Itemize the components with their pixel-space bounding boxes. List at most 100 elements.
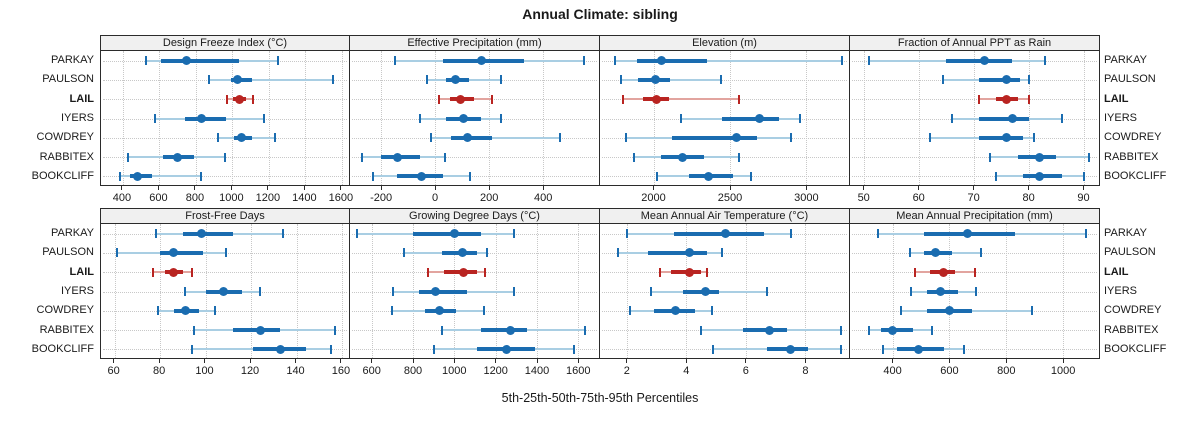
axis-tick <box>380 186 382 190</box>
median-dot <box>944 306 954 316</box>
cap-95th <box>962 344 965 354</box>
gridline-horizontal <box>852 176 1097 178</box>
cap-95th <box>1088 152 1090 162</box>
axis-tick <box>1028 186 1030 190</box>
panel-design-freeze-index-c <box>100 51 350 186</box>
axis-tick <box>453 359 455 363</box>
median-dot <box>980 56 990 66</box>
cap-95th <box>1084 229 1087 239</box>
axis-tick <box>948 359 950 363</box>
median-dot <box>650 75 660 85</box>
cap-95th <box>738 152 741 162</box>
panel-header-mean-annual-air-temperature-c: Mean Annual Air Temperature (°C) <box>600 208 850 224</box>
axis-tick <box>685 359 687 363</box>
cap-95th <box>334 325 337 335</box>
bar-25th-75th <box>161 58 239 63</box>
gridline-horizontal <box>103 310 347 312</box>
bar-25th-75th <box>481 328 527 333</box>
cap-5th <box>225 94 228 104</box>
cap-95th <box>840 325 843 335</box>
whisker-5th-95th <box>431 136 560 139</box>
axis-tick-label: 60 <box>912 192 925 204</box>
cap-5th <box>994 171 997 181</box>
cap-95th <box>1030 306 1033 316</box>
bar-25th-75th <box>979 116 1029 121</box>
axis-tick <box>577 359 579 363</box>
x-axis-effective-precipitation-mm: -200 0 200 400 <box>350 186 600 208</box>
gridline-vertical <box>1006 224 1008 358</box>
axis-tick-label: 800 <box>997 365 1016 377</box>
axis-tick <box>892 359 894 363</box>
median-dot <box>255 325 265 335</box>
site-label-rabbitex: RABBITEX <box>1104 323 1159 336</box>
panel-mean-annual-precipitation-mm <box>850 224 1100 359</box>
axis-tick <box>973 186 975 190</box>
cap-95th <box>582 56 585 66</box>
cap-95th <box>486 248 489 258</box>
cap-5th <box>372 171 374 181</box>
gridline-vertical <box>653 51 655 185</box>
site-label-rabbitex: RABBITEX <box>39 323 94 336</box>
bar-25th-75th <box>683 289 719 294</box>
site-label-rabbitex: RABBITEX <box>1104 150 1159 163</box>
axis-tick-label: 50 <box>857 192 870 204</box>
median-dot <box>930 248 940 258</box>
cap-5th <box>154 229 157 239</box>
median-dot <box>754 114 764 123</box>
cap-5th <box>900 306 903 316</box>
axis-tick <box>158 359 160 363</box>
panel-mean-annual-air-temperature-c <box>600 224 850 359</box>
x-axis-design-freeze-index-c: 400 600 800 1000 1200 1400 1600 <box>100 186 353 208</box>
cap-95th <box>500 114 503 123</box>
median-dot <box>765 325 775 335</box>
cap-95th <box>799 114 802 123</box>
bar-25th-75th <box>419 289 467 294</box>
cap-5th <box>440 325 443 335</box>
cap-95th <box>721 248 723 258</box>
chart-title: Annual Climate: sibling <box>522 6 678 22</box>
cap-95th <box>500 75 503 85</box>
median-dot <box>435 306 445 316</box>
axis-tick-label: 90 <box>1077 192 1090 204</box>
axis-tick <box>805 186 807 190</box>
axis-tick <box>495 359 497 363</box>
site-label-parkay: PARKAY <box>51 54 94 67</box>
site-label-cowdrey: COWDREY <box>1104 131 1162 144</box>
x-axis-mean-annual-air-temperature-c: 2 4 6 8 <box>600 359 850 381</box>
cap-95th <box>331 75 334 85</box>
cap-95th <box>558 133 561 143</box>
cap-5th <box>430 133 433 143</box>
gridline-vertical <box>160 224 162 358</box>
median-dot <box>1007 114 1017 123</box>
gridline-vertical <box>381 51 383 185</box>
cap-5th <box>989 152 992 162</box>
bar-25th-75th <box>946 58 1013 63</box>
cap-5th <box>700 325 703 335</box>
cap-95th <box>750 171 753 181</box>
axis-tick-label: 600 <box>940 365 959 377</box>
axis-tick-label: -200 <box>370 192 393 204</box>
median-dot <box>458 248 468 258</box>
panel-header-mean-annual-precipitation-mm: Mean Annual Precipitation (mm) <box>850 208 1100 224</box>
x-axis-growing-degree-days-c: 600 800 1000 1200 1400 1600 <box>350 359 600 381</box>
median-dot <box>237 133 246 143</box>
cap-5th <box>207 75 210 85</box>
cap-95th <box>513 229 516 239</box>
median-dot <box>939 267 949 277</box>
cap-95th <box>1033 133 1036 143</box>
bar-25th-75th <box>979 135 1024 140</box>
cap-5th <box>193 325 196 335</box>
cap-5th <box>616 248 619 258</box>
cap-5th <box>868 56 871 66</box>
cap-5th <box>432 344 435 354</box>
cap-5th <box>419 114 422 123</box>
median-dot <box>476 56 486 66</box>
cap-5th <box>614 56 617 66</box>
axis-tick <box>626 359 628 363</box>
median-dot <box>731 133 741 143</box>
gridline-vertical <box>341 224 343 358</box>
whisker-5th-95th <box>621 78 721 81</box>
gridline-horizontal <box>852 349 1097 351</box>
axis-tick <box>1083 186 1084 190</box>
axis-tick-label: 1400 <box>524 365 550 377</box>
